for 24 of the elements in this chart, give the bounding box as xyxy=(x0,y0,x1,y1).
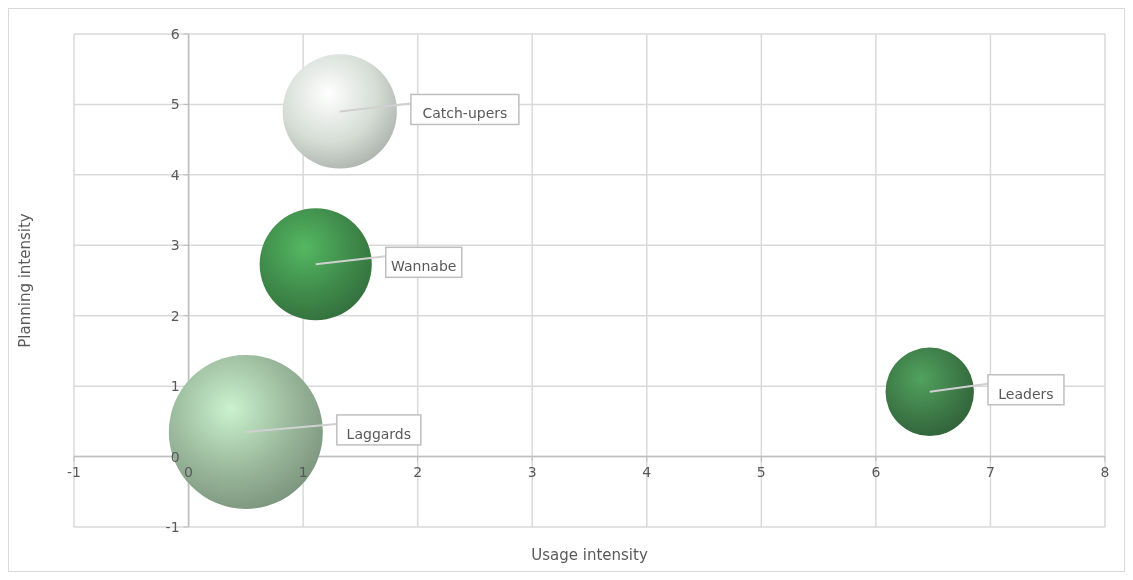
legend-label: Leaders xyxy=(998,385,1054,402)
x-tick-label: 0 xyxy=(184,463,194,480)
x-tick-label: 4 xyxy=(642,463,652,480)
y-tick-label: 1 xyxy=(170,378,180,395)
x-tick-label: -1 xyxy=(67,463,81,480)
x-tick-label: 5 xyxy=(756,463,766,480)
series-label: Laggards xyxy=(346,425,412,442)
x-tick-label: 6 xyxy=(871,463,881,480)
series-label: Catch-upers xyxy=(422,105,508,122)
x-axis-title: Usage intensity xyxy=(531,546,648,564)
y-tick-label: 6 xyxy=(170,26,180,42)
y-axis-title: Planning intensity xyxy=(16,213,34,348)
y-tick-label: 4 xyxy=(170,166,180,183)
series-label: Wannabe xyxy=(391,258,457,275)
x-tick-label: 2 xyxy=(413,463,423,480)
x-tick-label: 7 xyxy=(985,463,995,480)
y-tick-label: 5 xyxy=(170,96,180,113)
x-tick-label: 3 xyxy=(527,463,537,480)
y-tick-label: 0 xyxy=(170,448,180,465)
x-tick-label: 8 xyxy=(1100,463,1110,480)
y-tick-label: 3 xyxy=(170,237,180,254)
y-tick-label: -1 xyxy=(165,519,180,535)
y-tick-label: 2 xyxy=(170,307,180,324)
x-tick-label: 1 xyxy=(298,463,308,480)
